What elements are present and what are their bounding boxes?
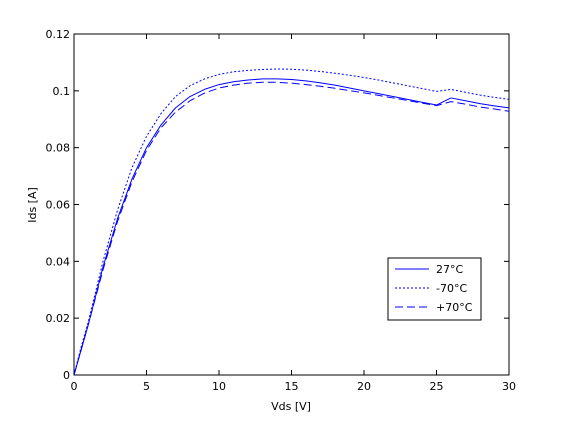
series-line-1 xyxy=(73,78,510,376)
y-tick-label: 0.08 xyxy=(46,142,71,155)
series-line-2 xyxy=(73,68,510,376)
legend-label: +70°C xyxy=(436,301,473,314)
y-axis-label: Ids [A] xyxy=(26,187,39,223)
x-tick-label: 20 xyxy=(357,380,371,393)
legend-label: -70°C xyxy=(436,282,467,295)
x-tick-label: 10 xyxy=(212,380,226,393)
y-tick-label: 0.1 xyxy=(53,85,71,98)
plot-area xyxy=(73,33,510,376)
legend-label: 27°C xyxy=(436,263,463,276)
x-tick-label: 15 xyxy=(285,380,299,393)
legend: 27°C -70°C +70°C xyxy=(387,257,482,321)
y-tick-label: 0.04 xyxy=(46,255,71,268)
x-tick-label: 30 xyxy=(502,380,516,393)
y-tick-label: 0.12 xyxy=(46,28,71,41)
x-axis-label: Vds [V] xyxy=(271,400,311,413)
y-tick-label: 0.02 xyxy=(46,312,71,325)
x-tick-label: 25 xyxy=(430,380,444,393)
x-tick-label: 5 xyxy=(143,380,150,393)
y-tick-label: 0.06 xyxy=(46,199,71,212)
y-tick-label: 0 xyxy=(63,369,70,382)
legend-box xyxy=(387,257,482,321)
series-line-3 xyxy=(73,81,510,376)
x-tick-label: 0 xyxy=(71,380,78,393)
